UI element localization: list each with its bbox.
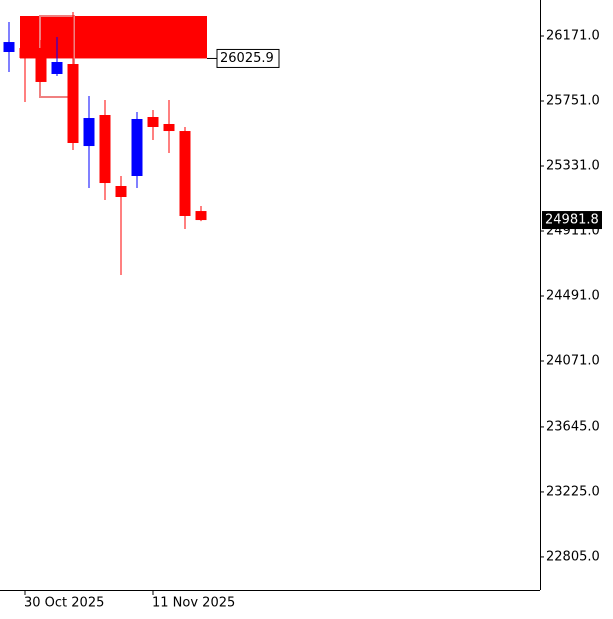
candle-body	[99, 115, 111, 184]
y-tick-label: 24491.0	[546, 288, 600, 303]
zone-label-box	[216, 48, 280, 68]
candle-body	[3, 42, 15, 53]
y-tick-label: 24071.0	[546, 353, 600, 368]
candle-body	[163, 123, 175, 132]
candle-body	[51, 61, 63, 74]
zone	[20, 16, 207, 59]
y-tick-label: 25331.0	[546, 158, 600, 173]
y-tick-label: 25751.0	[546, 93, 600, 108]
candle-body	[179, 131, 191, 216]
last-price-label: 24981.8	[545, 213, 599, 228]
candle-body	[35, 47, 47, 82]
candle-body	[131, 118, 143, 176]
y-tick-label: 23225.0	[546, 484, 600, 499]
candle-body	[67, 64, 79, 144]
y-tick-label: 23645.0	[546, 419, 600, 434]
x-tick-label: 30 Oct 2025	[24, 596, 104, 611]
candle-body	[19, 47, 31, 58]
y-tick-label: 26171.0	[546, 28, 600, 43]
candle-body	[83, 118, 95, 147]
y-tick-label: 22805.0	[546, 549, 600, 564]
x-tick-label: 11 Nov 2025	[152, 596, 235, 611]
candle-body	[147, 117, 159, 127]
zone-label: 26025.9	[220, 51, 274, 66]
candle-body	[195, 211, 207, 221]
candle-body	[115, 185, 127, 197]
last-price-box	[542, 211, 602, 230]
